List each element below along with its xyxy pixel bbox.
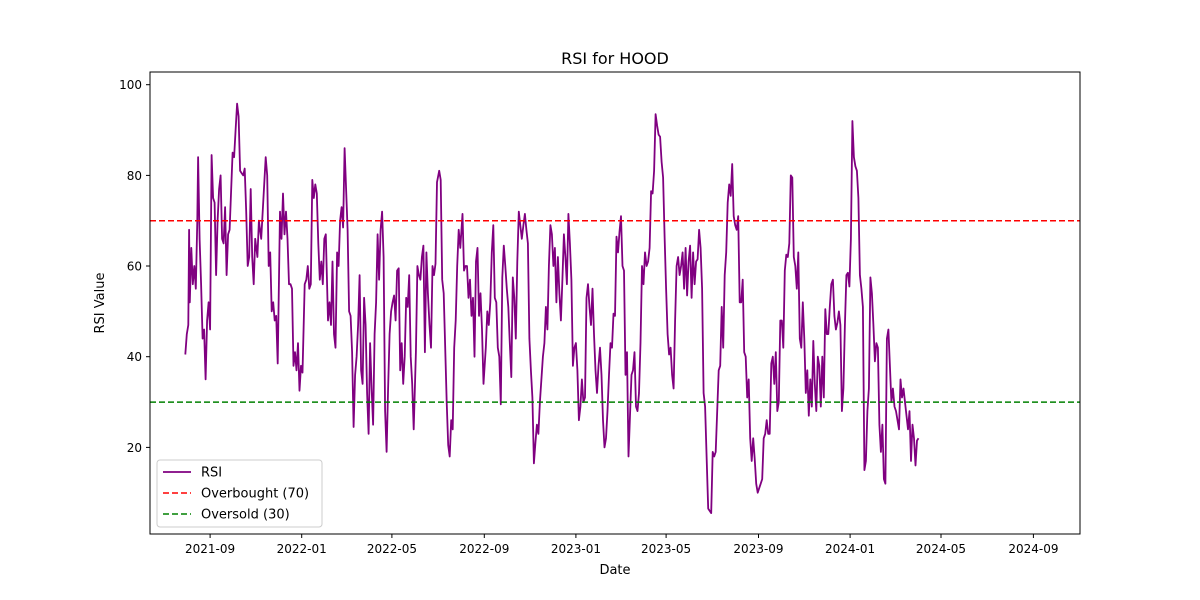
x-axis-label: Date	[599, 563, 630, 578]
legend-label: Overbought (70)	[201, 487, 309, 502]
y-axis: 20 40 60 80 100	[119, 78, 150, 455]
x-tick-label: 2024-05	[916, 542, 966, 556]
plot-area	[149, 71, 1081, 535]
y-tick-label: 80	[127, 169, 142, 183]
x-tick-label: 2023-05	[641, 542, 691, 556]
x-tick-label: 2023-09	[733, 542, 783, 556]
lines-layer	[150, 102, 1080, 514]
x-tick-label: 2022-05	[367, 542, 417, 556]
x-tick-label: 2022-09	[459, 542, 509, 556]
y-tick-label: 100	[119, 78, 142, 92]
chart-title: RSI for HOOD	[561, 49, 669, 68]
legend-label: RSI	[201, 466, 222, 481]
legend: RSI Overbought (70) Oversold (30)	[156, 459, 323, 528]
x-tick-label: 2024-09	[1008, 542, 1058, 556]
x-tick-label: 2023-01	[551, 542, 601, 556]
x-axis: 2021-09 2022-01 2022-05 2022-09 2023-01 2023-…	[185, 534, 1058, 556]
plot-frame	[149, 71, 1081, 535]
y-tick-label: 20	[127, 441, 142, 455]
legend-box	[156, 459, 323, 528]
y-axis-label: RSI Value	[93, 273, 108, 334]
legend-label: Oversold (30)	[201, 508, 290, 523]
x-tick-label: 2021-09	[185, 542, 235, 556]
y-tick-label: 60	[127, 260, 142, 274]
series-line-rsi	[184, 102, 920, 514]
y-tick-label: 40	[127, 350, 142, 364]
x-tick-label: 2024-01	[825, 542, 875, 556]
x-tick-label: 2022-01	[277, 542, 327, 556]
